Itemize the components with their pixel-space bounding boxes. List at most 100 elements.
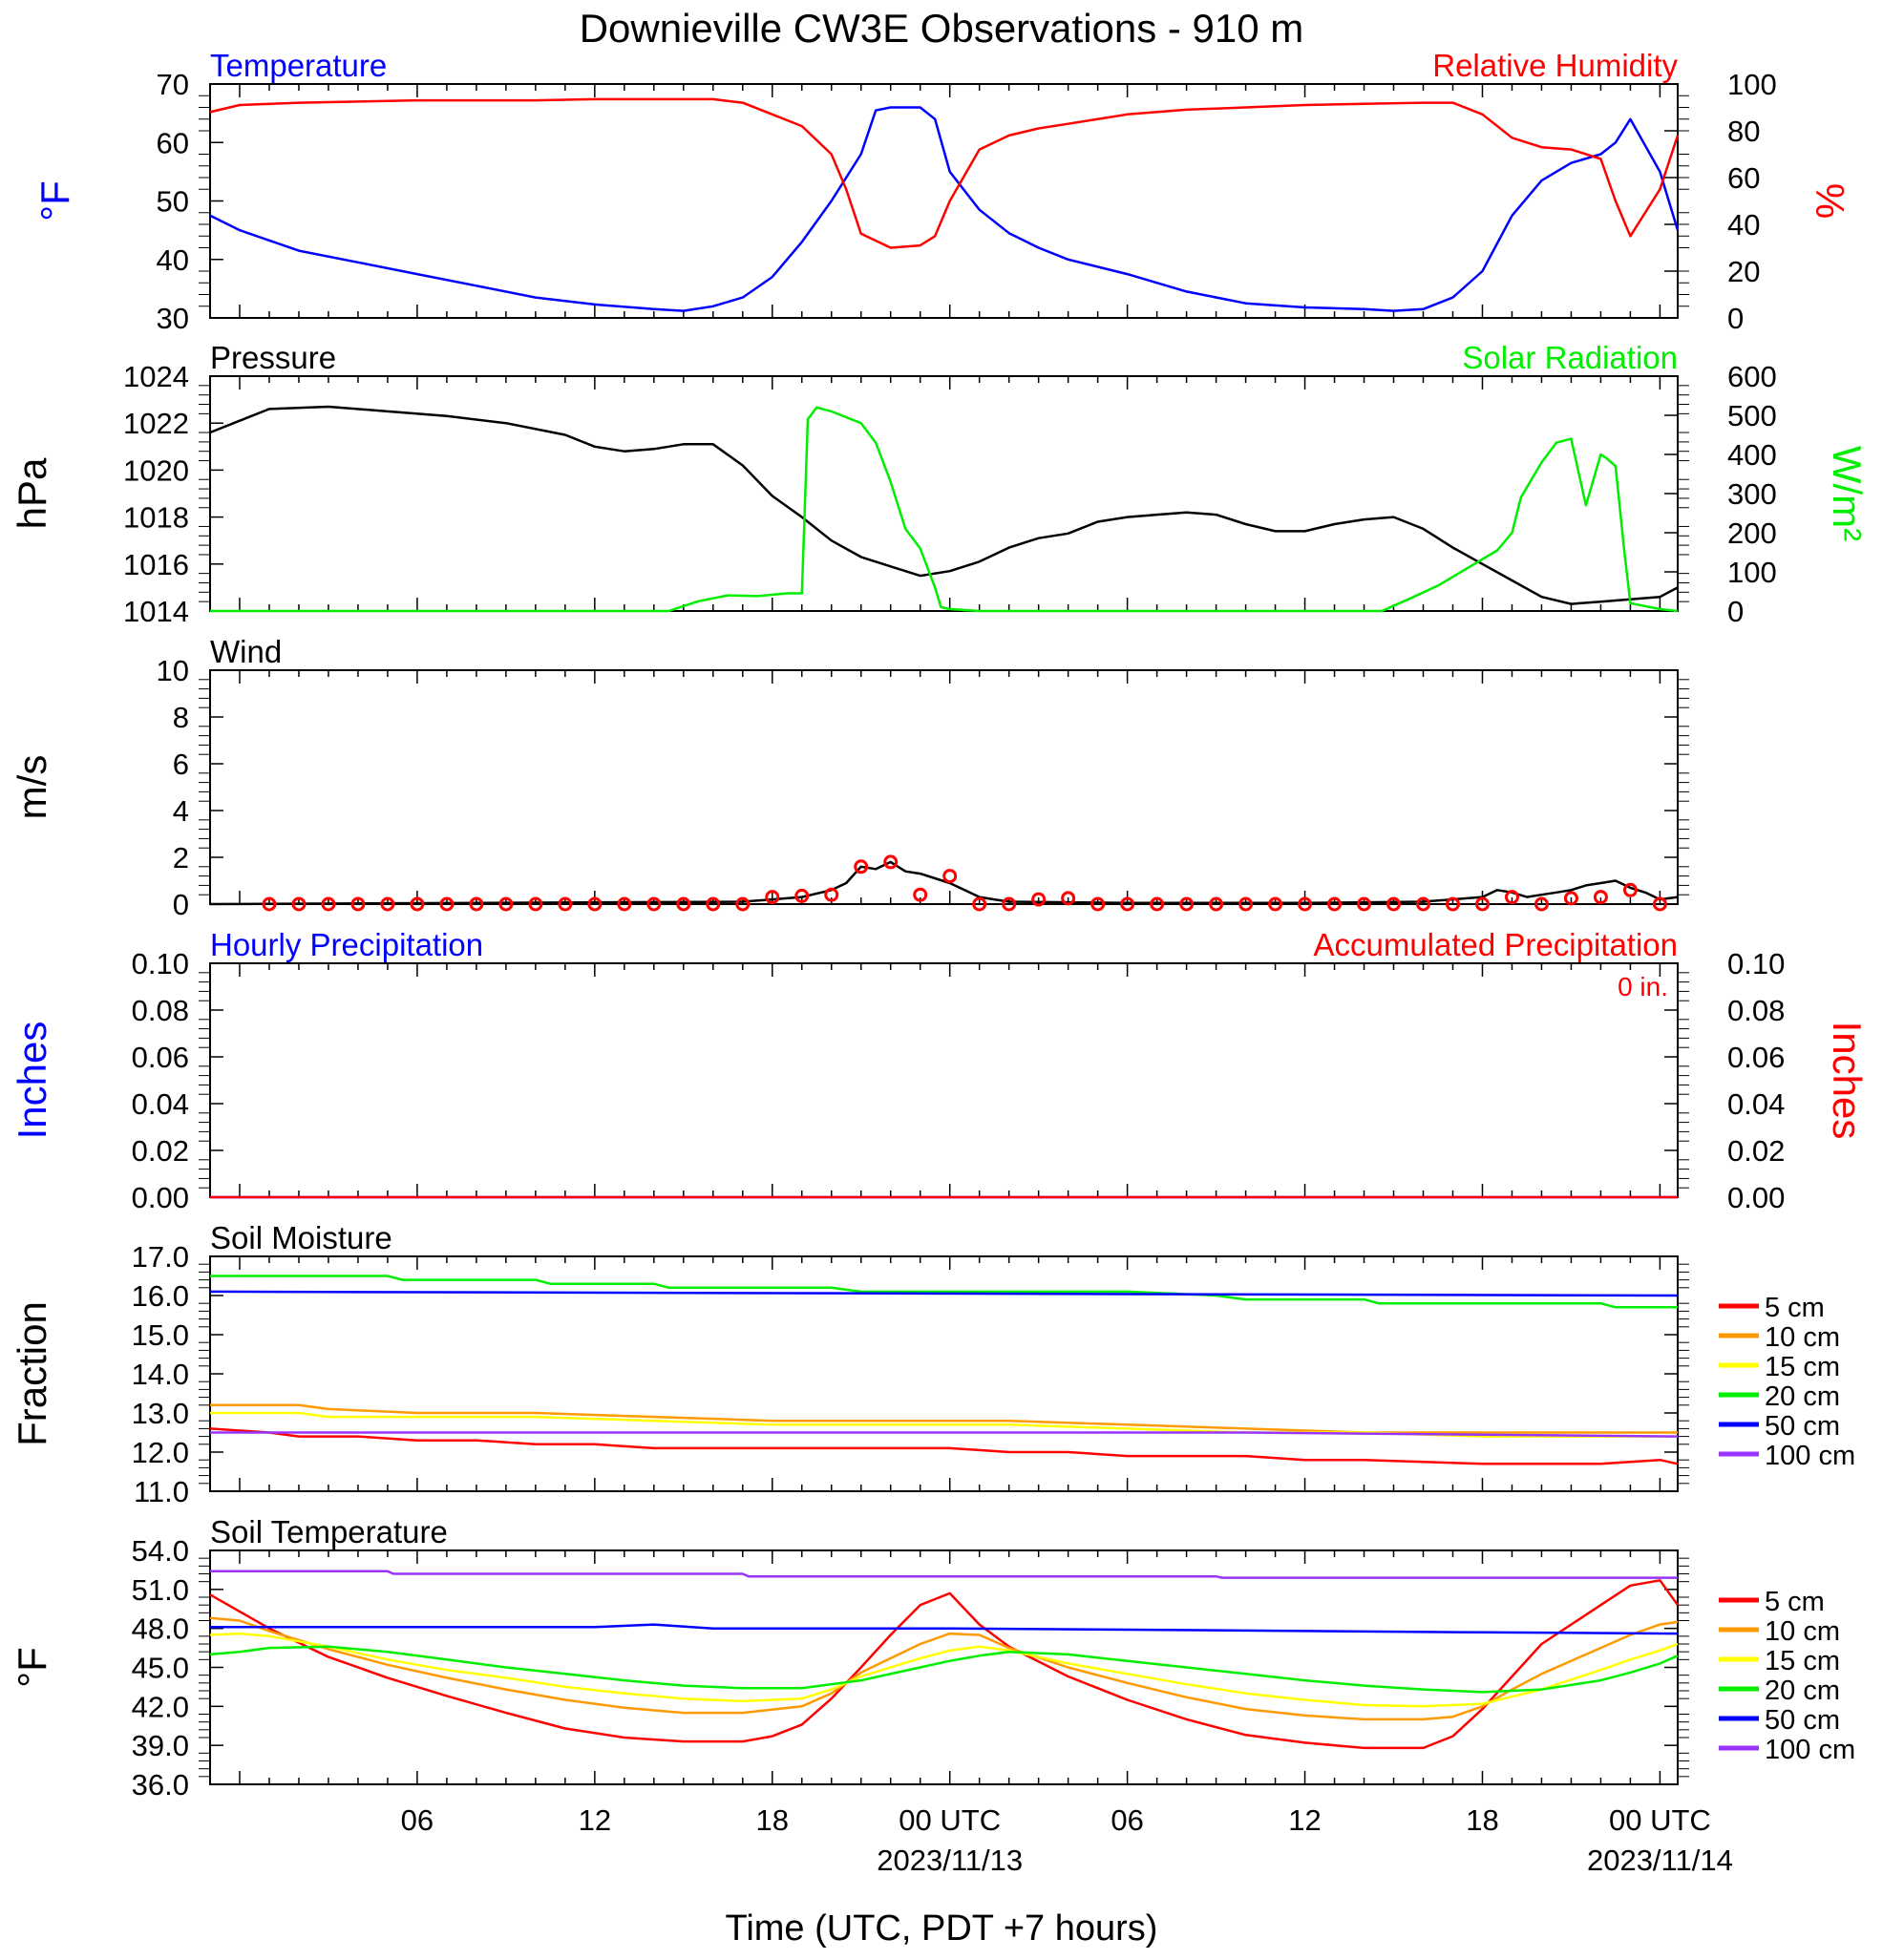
y-tick-label: 45.0 [132,1652,189,1685]
wind-marker [1209,896,1224,912]
y-tick-label: 48.0 [132,1612,189,1646]
y-tick-label: 4 [173,794,189,828]
wind-marker [1534,896,1549,912]
wind-marker [824,887,839,902]
y-tick-label: 51.0 [132,1573,189,1607]
panel-precip: 0.00 0.02 0.04 0.06 0.08 0.10 0.00 0.02 0.04 0.06… [10,927,1870,1214]
legend-label: 50 cm [1765,1411,1840,1442]
y-tick-label: 54.0 [132,1534,189,1568]
y-tick-label: 14.0 [132,1358,189,1391]
x-tick-label: 00 UTC [899,1803,1001,1837]
panel-soil_moisture: 11.0 12.0 13.0 14.0 15.0 16.0 17.0 Fraction Soil… [10,1220,1855,1508]
series-50-cm [209,1290,1679,1297]
series-5-cm [209,1427,1679,1465]
x-tick-label: 12 [1288,1803,1321,1837]
y-tick-label: 8 [173,701,189,734]
panel-soil_temperature: 36.0 39.0 42.0 45.0 48.0 51.0 54.0 °F Soil Tempe… [10,1514,1855,1802]
y-tick-label: 0.06 [132,1041,189,1074]
wind-marker [1386,896,1402,912]
wind-marker [321,896,336,912]
y-right-tick-label: 0.04 [1727,1087,1785,1121]
wind-marker [1268,896,1283,912]
plot-frame [209,375,1679,612]
y-tick-label: 1014 [123,595,189,628]
plot-frame [209,962,1679,1198]
y-right-tick-label: 600 [1727,360,1777,393]
legend-label: 5 cm [1765,1587,1825,1617]
series-10-cm [210,1403,1678,1434]
y-tick-label: 0.00 [132,1181,189,1214]
wind-marker [410,896,425,912]
y-tick-label: 1018 [123,501,189,535]
time-axis: 06 12 18 00 UTC 2023/11/13 06 12 18 00 UTC 2023/1… [401,1803,1733,1877]
y-axis-label: hPa [10,457,54,529]
wind-marker [1002,896,1017,912]
panel-title-left: Soil Moisture [210,1220,392,1255]
y-right-tick-label: 0.02 [1727,1134,1785,1168]
y-tick-label: 60 [157,126,189,159]
x-tick-label: 18 [756,1803,789,1837]
y-axis-label: m/s [10,755,54,820]
precip-total-annotation: 0 in. [1618,972,1668,1001]
panel-title-right: Solar Radiation [1462,340,1678,375]
wind-marker [1445,896,1460,912]
wind-marker [380,896,395,912]
legend-label: 15 cm [1765,1646,1840,1676]
y-right-tick-label: 60 [1727,161,1760,195]
y-tick-label: 17.0 [132,1240,189,1274]
wind-marker [1031,892,1047,907]
legend-label: 15 cm [1765,1352,1840,1382]
series-wind [209,860,1679,906]
panel-title-left: Wind [210,634,282,669]
wind-marker [735,896,751,912]
series-pressure [209,405,1679,605]
y-tick-label: 1020 [123,453,189,487]
y-tick-label: 6 [173,748,189,781]
panel-wind: 0 2 4 6 8 10 m/s Wind [10,634,1689,921]
x-date-label: 2023/11/14 [1587,1844,1733,1877]
y-right-tick-label: 200 [1727,516,1777,550]
panel-title-left: Temperature [210,48,387,83]
legend-label: 20 cm [1765,1381,1840,1412]
wind-marker [646,896,662,912]
wind-marker [1179,896,1195,912]
x-tick-label: 18 [1466,1803,1498,1837]
plot-frame [209,83,1679,319]
y-tick-label: 40 [157,243,189,277]
y-tick-label: 15.0 [132,1318,189,1352]
series-solar-radiation [210,406,1679,613]
wind-marker [617,896,632,912]
y-tick-label: 42.0 [132,1690,189,1723]
y-right-axis-label: % [1808,183,1852,219]
panel-title-left: Soil Temperature [210,1514,448,1549]
y-right-axis-label: W/m² [1825,446,1870,541]
panel-temp_rh: 30 40 50 60 70 0 20 40 60 80 100 °F % Temperature Rela… [32,48,1852,335]
wind-marker [913,887,928,902]
y-tick-label: 1024 [123,360,189,393]
wind-marker [1622,882,1638,897]
y-right-tick-label: 0.10 [1727,947,1785,980]
wind-marker [1652,896,1667,912]
legend-label: 100 cm [1765,1441,1855,1471]
y-tick-label: 30 [157,302,189,335]
wind-marker [528,896,543,912]
wind-marker [1504,890,1519,905]
wind-marker [1563,891,1578,906]
wind-marker [469,896,484,912]
wind-marker [1061,891,1076,906]
series-10-cm [209,1616,1679,1721]
legend-label: 10 cm [1765,1322,1840,1353]
panel-title-right: Relative Humidity [1432,48,1678,83]
legend-label: 10 cm [1765,1616,1840,1647]
wind-marker [291,896,307,912]
legend-label: 100 cm [1765,1735,1855,1765]
plot-frame [209,669,1679,905]
y-right-tick-label: 20 [1727,255,1760,288]
wind-marker [883,854,899,870]
wind-marker [1357,896,1372,912]
wind-marker [1150,896,1165,912]
y-right-tick-label: 0.00 [1727,1181,1785,1214]
x-tick-label: 06 [401,1803,434,1837]
y-tick-label: 39.0 [132,1729,189,1762]
